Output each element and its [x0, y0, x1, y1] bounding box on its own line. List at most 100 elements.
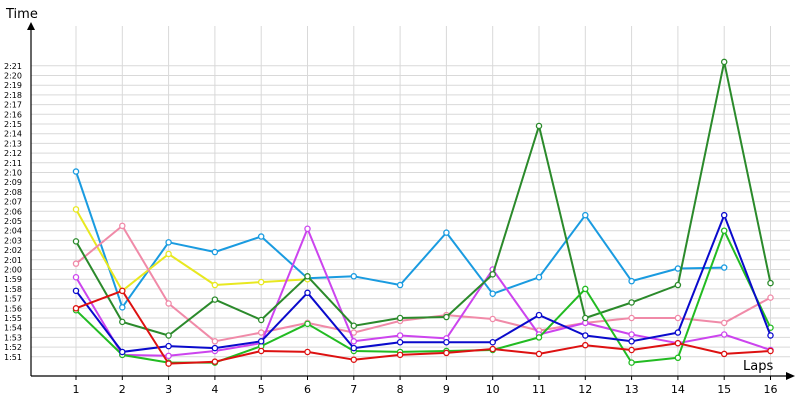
data-point — [489, 338, 496, 346]
data-point — [582, 341, 589, 349]
y-tick-label: 2:07 — [4, 198, 22, 207]
data-point — [257, 329, 265, 336]
data-point — [396, 351, 404, 359]
y-tick-label: 2:19 — [4, 81, 22, 90]
series-line — [75, 214, 772, 353]
y-tick-label: 1:52 — [4, 343, 22, 352]
data-point — [720, 331, 728, 338]
y-tick-label: 2:15 — [4, 120, 22, 129]
x-tick-label: 10 — [486, 383, 500, 396]
series-3 — [72, 225, 774, 360]
y-tick-label: 1:55 — [4, 314, 22, 323]
y-axis-title: Time — [5, 7, 38, 22]
series-2 — [72, 222, 774, 345]
data-point — [72, 238, 80, 245]
data-point — [720, 58, 728, 66]
data-point — [582, 314, 589, 322]
data-point — [489, 271, 496, 278]
data-point — [304, 320, 311, 328]
data-point — [350, 338, 358, 345]
x-tick-label: 2 — [119, 383, 126, 396]
data-point — [720, 319, 728, 327]
x-tick-label: 13 — [625, 383, 639, 396]
data-point — [443, 349, 450, 357]
data-point — [720, 350, 728, 358]
data-point — [257, 338, 265, 345]
y-tick-label: 2:06 — [4, 207, 22, 216]
series-line — [75, 289, 771, 365]
data-point — [767, 294, 774, 301]
x-tick-label: 5 — [258, 383, 265, 396]
x-tick-label: 3 — [165, 383, 172, 396]
data-point — [165, 300, 172, 307]
x-tick-label: 4 — [211, 383, 218, 396]
y-tick-label: 2:01 — [4, 256, 22, 265]
y-tick-label: 1:58 — [4, 285, 22, 294]
data-point — [72, 287, 80, 295]
data-point — [304, 348, 311, 356]
y-tick-label: 2:21 — [4, 62, 22, 71]
series-line — [75, 60, 772, 337]
data-point — [443, 229, 450, 236]
data-point — [489, 315, 496, 323]
data-point — [211, 338, 219, 345]
x-tick-label: 15 — [717, 383, 731, 396]
data-point — [396, 281, 404, 289]
data-point — [674, 281, 682, 289]
data-point — [304, 225, 311, 233]
data-point — [674, 339, 682, 347]
data-point — [211, 344, 219, 352]
series-line — [75, 227, 771, 357]
series-4 — [72, 58, 774, 339]
y-tick-label: 2:17 — [4, 101, 22, 110]
data-point — [628, 346, 635, 354]
data-point — [767, 332, 774, 339]
y-tick-label: 1:53 — [4, 333, 22, 342]
y-tick-label: 2:05 — [4, 217, 22, 226]
data-point — [535, 274, 543, 281]
y-tick-label: 2:02 — [4, 246, 22, 255]
data-point — [350, 356, 358, 363]
data-point — [119, 222, 126, 230]
y-tick-labels: 1:511:521:531:541:551:561:571:581:592:00… — [4, 62, 22, 362]
data-point — [628, 299, 635, 306]
series-7 — [72, 287, 774, 367]
y-tick-label: 1:57 — [4, 295, 22, 304]
data-point — [350, 344, 358, 352]
data-point — [165, 239, 172, 246]
y-tick-label: 2:13 — [4, 139, 22, 148]
data-point — [767, 347, 774, 355]
data-point — [674, 329, 682, 336]
data-point — [396, 338, 404, 346]
x-tick-label: 9 — [443, 383, 450, 396]
x-tick-label: 6 — [304, 383, 311, 396]
y-tick-label: 2:20 — [4, 72, 22, 81]
data-point — [489, 290, 496, 297]
data-point — [72, 260, 80, 267]
data-point — [257, 233, 265, 240]
data-point — [720, 227, 728, 234]
series-line — [75, 224, 771, 343]
data-point — [119, 318, 126, 326]
data-point — [443, 313, 450, 321]
data-point — [582, 211, 589, 219]
y-tick-label: 2:10 — [4, 169, 22, 178]
data-point — [257, 316, 265, 324]
axes: Time Laps — [5, 7, 795, 380]
data-point — [304, 289, 311, 297]
x-tick-label: 8 — [397, 383, 404, 396]
y-tick-label: 2:00 — [4, 266, 22, 275]
data-point — [443, 338, 450, 346]
x-axis-title: Laps — [743, 359, 773, 374]
data-point — [72, 305, 80, 312]
data-point — [211, 358, 219, 365]
data-point — [211, 248, 219, 256]
x-tick-label: 12 — [578, 383, 592, 396]
data-point — [211, 281, 219, 289]
series-line — [75, 208, 308, 292]
y-tick-label: 1:54 — [4, 324, 22, 333]
x-tick-label: 14 — [671, 383, 685, 396]
y-tick-label: 1:56 — [4, 304, 22, 313]
y-tick-label: 2:12 — [4, 149, 22, 158]
